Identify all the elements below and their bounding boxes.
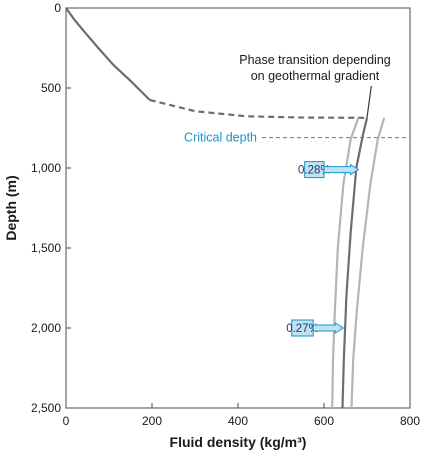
series-high-bound — [350, 117, 386, 409]
y-tick-label: 500 — [41, 81, 61, 95]
y-tick-label: 2,500 — [31, 401, 61, 415]
x-tick-label: 600 — [314, 414, 334, 428]
series-central-path — [341, 117, 369, 409]
callout-label: 0.27% — [286, 323, 319, 335]
phase-annotation-line2: on geothermal gradient — [251, 69, 380, 83]
y-tick-label: 0 — [54, 1, 61, 15]
annotation-layer: 0.28% 0.27% — [286, 85, 372, 337]
x-tick-label: 800 — [400, 414, 420, 428]
y-axis-title: Depth (m) — [3, 175, 19, 240]
series-low-bound — [331, 117, 360, 409]
series-shallow-trend — [65, 7, 151, 101]
y-tick-label: 2,000 — [31, 321, 61, 335]
phase-pointer-line — [366, 85, 372, 118]
x-tick-label: 0 — [63, 414, 70, 428]
series-layer — [65, 7, 386, 409]
phase-annotation-line1: Phase transition depending — [239, 53, 391, 67]
x-tick-label: 200 — [142, 414, 162, 428]
ticks-layer: 0 200 400 600 800 0 500 1,000 1,500 2,000 2,500 — [31, 1, 420, 428]
callout-label: 0.28% — [298, 165, 331, 177]
callout-arrow — [323, 163, 360, 176]
y-tick-label: 1,000 — [31, 161, 61, 175]
x-axis-title: Fluid density (kg/m³) — [170, 434, 307, 450]
x-tick-label: 400 — [228, 414, 248, 428]
callout-arrow — [312, 322, 345, 334]
critical-depth-label: Critical depth — [184, 131, 257, 145]
series-transition — [149, 98, 365, 119]
y-tick-label: 1,500 — [31, 241, 61, 255]
